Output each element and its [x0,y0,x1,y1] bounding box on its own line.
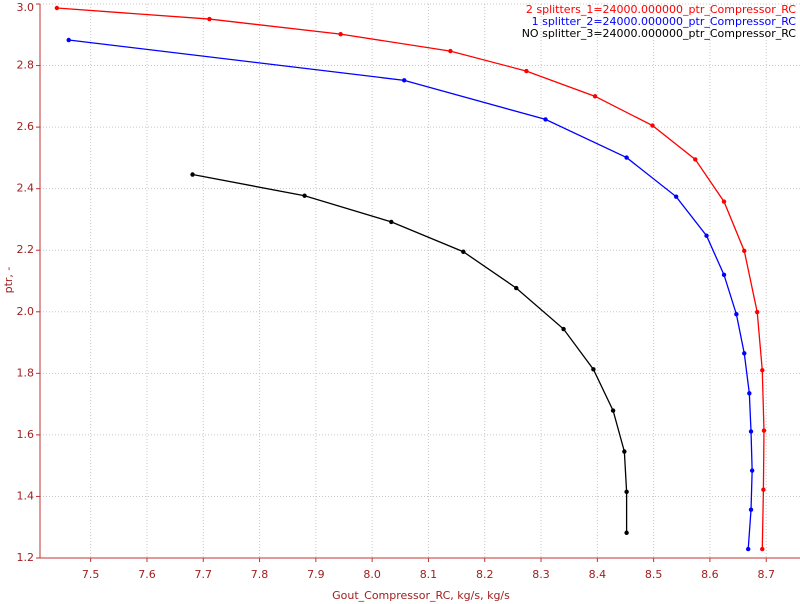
x-tick-label: 8.3 [532,568,550,581]
data-point [721,272,727,278]
data-point [749,468,755,473]
data-point [760,368,765,373]
x-tick-label: 7.8 [251,568,269,581]
x-tick-label: 7.6 [138,568,156,581]
data-point [190,172,195,177]
data-point [524,68,529,74]
data-point [66,37,71,43]
data-point [746,546,751,552]
x-tick-label: 8.6 [701,568,719,581]
data-point [673,194,679,199]
y-tick-label: 2.4 [17,182,35,195]
data-point [622,449,627,454]
data-point [54,5,60,11]
data-point [755,309,760,315]
y-tick-label: 3.0 [17,1,35,14]
data-point [389,219,394,225]
data-point [693,157,698,162]
x-tick-label: 8.5 [645,568,663,581]
x-axis-label: Gout_Compressor_RC, kg/s, kg/s [332,589,510,602]
data-point [748,507,754,512]
y-tick-label: 2.8 [17,59,35,72]
series-line [192,173,628,533]
data-point [748,429,754,434]
y-tick-label: 1.6 [17,428,35,441]
data-point [721,199,727,204]
data-point [624,489,629,495]
data-point [591,367,596,372]
data-point [734,312,739,317]
data-point [610,408,616,413]
x-tick-label: 8.0 [363,568,381,581]
data-point [592,94,598,99]
data-point [761,487,766,492]
data-point [448,48,453,54]
data-point [561,326,566,332]
y-tick-label: 2.6 [17,120,35,133]
x-tick-label: 8.1 [420,568,438,581]
y-axis-label: ptr, - [2,267,15,294]
x-tick-label: 8.7 [757,568,775,581]
x-tick-label: 7.7 [195,568,213,581]
data-point [461,249,466,254]
data-point [624,155,629,160]
data-point [704,233,709,238]
series-line [68,39,753,550]
y-tick-label: 1.2 [17,551,35,564]
x-tick-label: 8.2 [476,568,494,581]
data-point [760,546,765,552]
x-tick-label: 8.4 [589,568,607,581]
data-point [338,31,343,37]
legend-entry: 2 splitters_1=24000.000000_ptr_Compresso… [526,3,796,16]
data-point [207,16,212,22]
data-point [742,351,747,356]
data-point [514,285,519,291]
data-point [302,193,307,198]
data-point [747,391,752,396]
legend-entry: NO splitter_3=24000.000000_ptr_Compresso… [522,27,797,40]
data-point [650,123,655,128]
y-tick-label: 2.2 [17,243,35,256]
x-tick-label: 7.9 [307,568,325,581]
x-tick-label: 7.5 [82,568,100,581]
y-tick-label: 2.0 [17,305,35,318]
y-tick-label: 1.8 [17,366,35,379]
data-point [543,117,548,122]
legend-entry: 1 splitter_2=24000.000000_ptr_Compressor… [532,15,797,28]
data-point [742,248,747,254]
data-point [761,428,767,433]
data-point [402,78,407,83]
data-point [624,530,629,535]
y-tick-label: 1.4 [17,489,35,502]
series-line [56,7,765,550]
